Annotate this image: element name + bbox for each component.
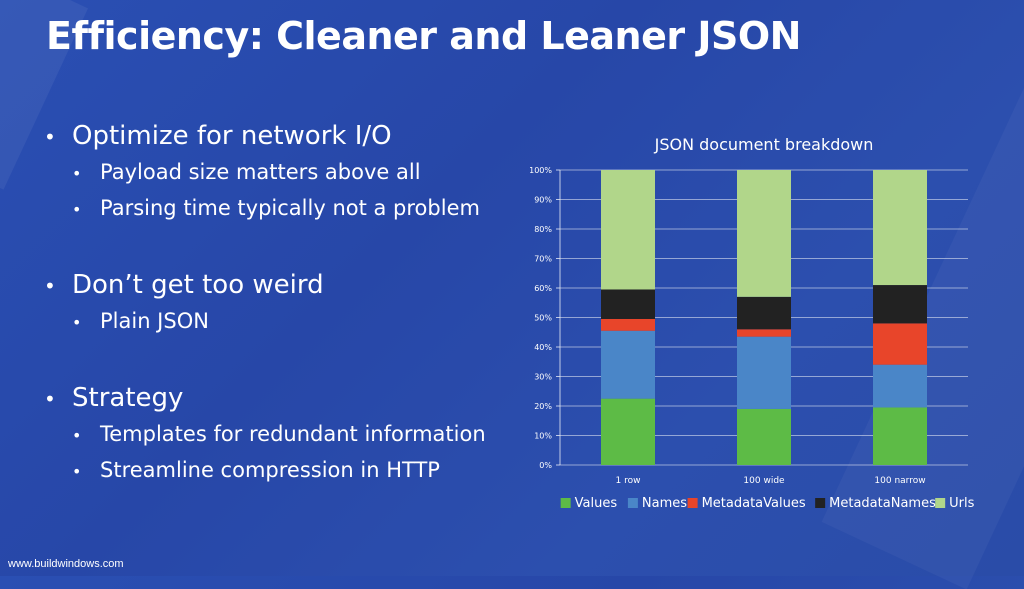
sub-bullet-dot-icon: •: [72, 313, 82, 332]
bar-segment: [601, 330, 655, 399]
bullet-item: • Strategy • Templates for redundant infor…: [44, 380, 514, 489]
bar-segment: [737, 336, 791, 409]
bar-segment: [873, 407, 927, 465]
bar-segment: [873, 170, 927, 286]
sub-bullet-dot-icon: •: [72, 164, 82, 183]
bar-segment: [601, 318, 655, 331]
x-tick-label: 100 narrow: [874, 476, 925, 486]
legend-swatch: [627, 498, 638, 508]
bullet-dot-icon: •: [44, 387, 56, 411]
bullet-text: Optimize for network I/O: [72, 121, 392, 151]
legend-swatch: [687, 498, 698, 508]
bullet-dot-icon: •: [44, 274, 56, 298]
legend-label: MetadataValues: [702, 496, 806, 511]
y-tick-label: 30%: [534, 373, 552, 382]
bar-segment: [601, 398, 655, 465]
bar-segment: [737, 170, 791, 297]
legend-label: MetadataNames: [829, 496, 936, 511]
legend-swatch: [815, 498, 826, 508]
sub-bullet-dot-icon: •: [72, 200, 82, 219]
sub-bullet-text: Plain JSON: [100, 309, 209, 333]
bullet-list: • Optimize for network I/O • Payload size …: [44, 118, 514, 529]
sub-bullet-item: • Plain JSON: [44, 304, 514, 340]
x-tick-label: 1 row: [616, 476, 641, 486]
chart-svg: JSON document breakdown 0% 10% 20% 30% 40% 50%…: [529, 135, 975, 511]
legend-swatch: [935, 498, 946, 508]
sub-bullet-item: • Parsing time typically not a problem: [44, 191, 514, 227]
chart-title: JSON document breakdown: [654, 135, 874, 154]
sub-bullet-text: Parsing time typically not a problem: [100, 196, 480, 220]
y-tick-label: 70%: [534, 255, 552, 264]
sub-bullet-item: • Templates for redundant information: [44, 417, 514, 453]
y-tick-label: 20%: [534, 402, 552, 411]
y-tick-label: 0%: [539, 461, 552, 470]
x-tick-label: 100 wide: [743, 476, 785, 486]
sub-bullet-dot-icon: •: [72, 426, 82, 445]
bar-segment: [601, 289, 655, 319]
sub-bullet-item: • Streamline compression in HTTP: [44, 453, 514, 489]
y-tick-label: 90%: [534, 196, 552, 205]
bar-segment: [737, 329, 791, 337]
sub-bullet-text: Templates for redundant information: [100, 422, 486, 446]
legend-label: Names: [642, 496, 687, 511]
y-tick-label: 80%: [534, 225, 552, 234]
bar-segment: [737, 408, 791, 465]
y-tick-label: 10%: [534, 432, 552, 441]
slide-title: Efficiency: Cleaner and Leaner JSON: [46, 14, 801, 58]
bar-segment: [873, 285, 927, 324]
bullet-item: • Don’t get too weird • Plain JSON: [44, 267, 514, 340]
legend-swatch: [560, 498, 571, 508]
bar-segment: [601, 170, 655, 290]
bullet-dot-icon: •: [44, 125, 56, 149]
legend-label: Urls: [949, 496, 974, 511]
y-tick-label: 100%: [529, 166, 552, 175]
legend-label: Values: [575, 496, 618, 511]
bar-segment: [873, 364, 927, 408]
sub-bullet-text: Payload size matters above all: [100, 160, 421, 184]
stacked-bar-chart: JSON document breakdown 0% 10% 20% 30% 40% 50%…: [515, 130, 985, 530]
sub-bullet-item: • Payload size matters above all: [44, 155, 514, 191]
sub-bullet-dot-icon: •: [72, 462, 82, 481]
bullet-text: Strategy: [72, 383, 184, 413]
bullet-text: Don’t get too weird: [72, 270, 324, 300]
bullet-item: • Optimize for network I/O • Payload size …: [44, 118, 514, 227]
y-tick-label: 50%: [534, 314, 552, 323]
footer-url: www.buildwindows.com: [8, 558, 124, 570]
bar-segment: [873, 323, 927, 365]
y-tick-label: 60%: [534, 284, 552, 293]
y-tick-label: 40%: [534, 343, 552, 352]
sub-bullet-text: Streamline compression in HTTP: [100, 458, 440, 482]
bar-segment: [737, 296, 791, 330]
